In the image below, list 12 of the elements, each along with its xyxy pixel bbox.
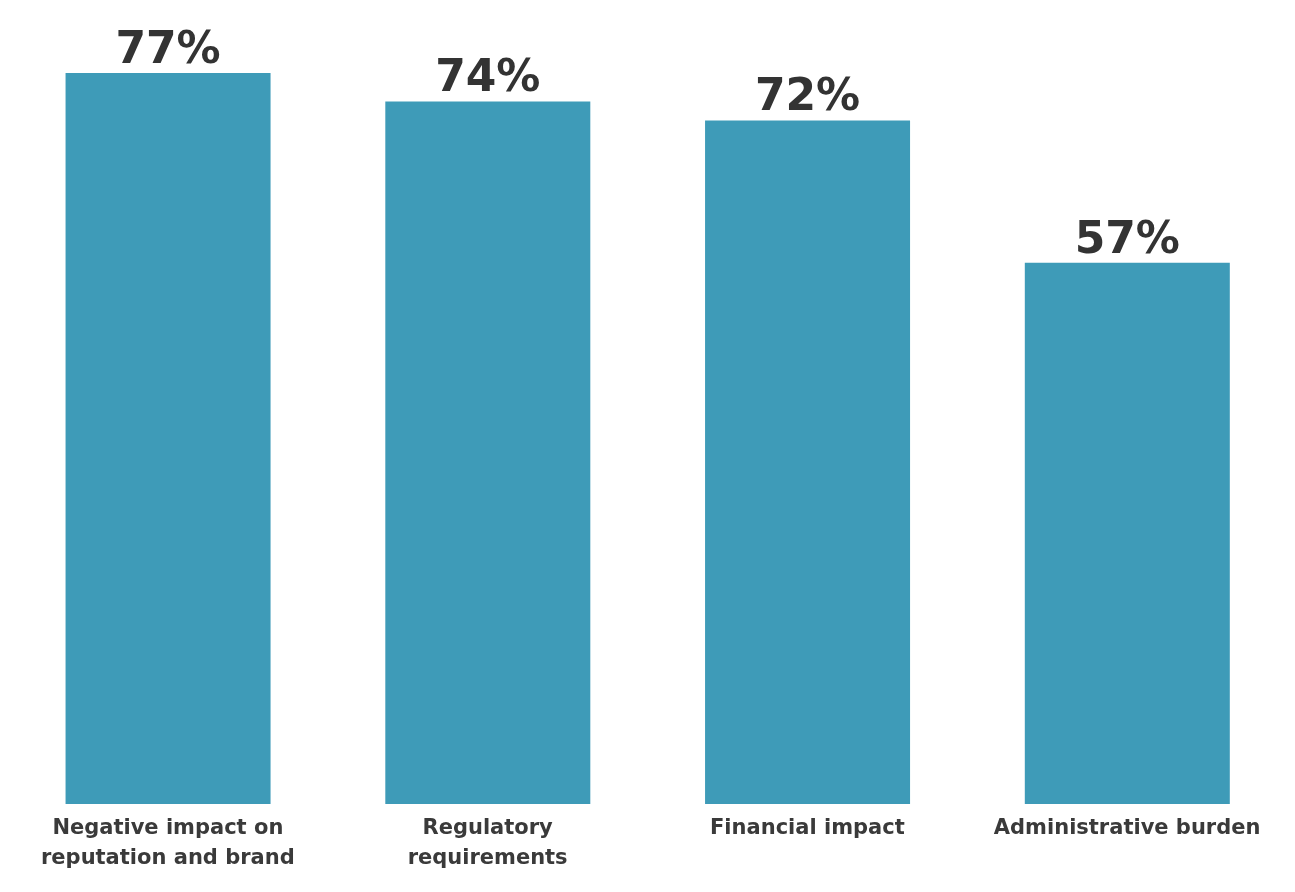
x-tick-label: Regulatory requirements [407,815,568,869]
x-tick-label: Administrative burden [993,815,1261,839]
bar [385,101,591,804]
data-label: 72% [754,69,861,121]
data-label: 77% [115,22,221,73]
bar [705,120,911,804]
bar [65,73,271,804]
x-tick-label: Negative impact on reputation and brand [41,815,295,869]
bar [1024,262,1230,804]
data-label: 57% [1074,211,1180,263]
data-label: 74% [435,50,541,102]
x-tick-label: Financial impact [710,815,905,839]
